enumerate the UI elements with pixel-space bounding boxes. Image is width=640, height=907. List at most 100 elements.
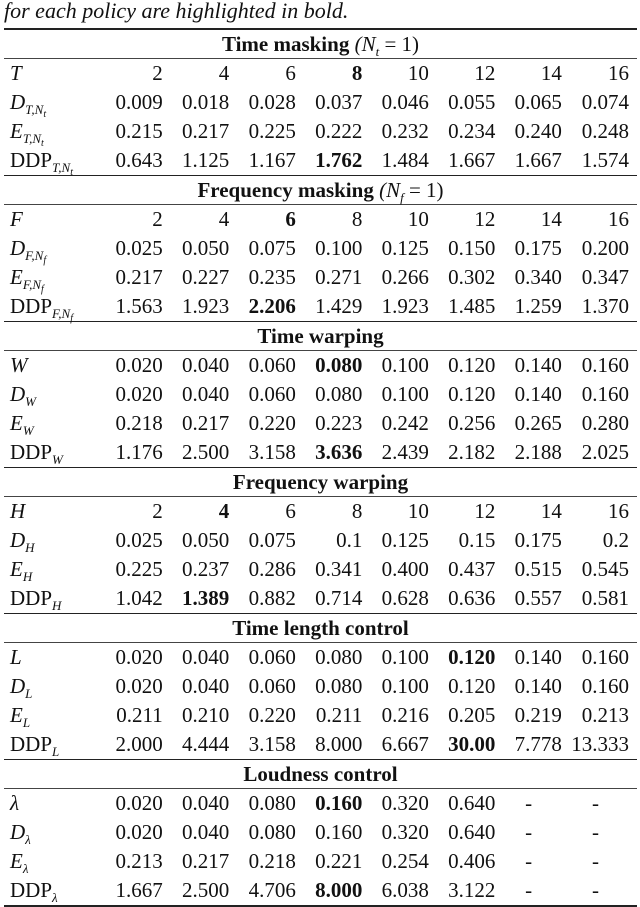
row-label-symbol: D bbox=[10, 674, 26, 698]
table-cell: 0.040 bbox=[182, 791, 230, 815]
table-cell: 0.040 bbox=[182, 820, 230, 844]
table-cell: 2.000 bbox=[115, 732, 163, 756]
row-label: DDPW bbox=[4, 438, 96, 468]
table-cell: 0.215 bbox=[115, 119, 163, 143]
table-cell: 10 bbox=[407, 499, 429, 523]
table-cell: 0.040 bbox=[182, 674, 230, 698]
table-cell: 0.205 bbox=[448, 703, 496, 727]
table-cell: 10 bbox=[407, 61, 429, 85]
table-cell: - bbox=[525, 820, 533, 844]
section-title: Time length control bbox=[4, 614, 637, 643]
table-cell: 10 bbox=[407, 207, 429, 231]
table-cell: 12 bbox=[474, 207, 496, 231]
row-label: H bbox=[4, 497, 96, 527]
table-cell: 0.280 bbox=[581, 411, 629, 435]
table-cell: 0.213 bbox=[115, 849, 163, 873]
table-cell: 0.271 bbox=[315, 265, 363, 289]
row-label-subscript: L bbox=[52, 744, 60, 759]
table-cell: 0.223 bbox=[315, 411, 363, 435]
table-cell: 0.220 bbox=[248, 411, 296, 435]
table-cell: 0.240 bbox=[514, 119, 562, 143]
table-cell: 0.020 bbox=[115, 674, 163, 698]
table-cell: 0.220 bbox=[248, 703, 296, 727]
table-cell: 0.211 bbox=[315, 703, 363, 727]
table-row: DT,Nt 0.009 0.018 0.028 0.037 0.046 0.055 0.065… bbox=[4, 88, 637, 120]
table-row: T 2 4 6 8 10 12 14 16 bbox=[4, 59, 637, 89]
table-cell: 1.923 bbox=[381, 294, 429, 318]
table-cell: 3.158 bbox=[248, 440, 296, 464]
row-label-symbol: D bbox=[10, 382, 26, 406]
table-cell: 3.158 bbox=[248, 732, 296, 756]
row-label: F bbox=[4, 205, 96, 235]
row-label: DL bbox=[4, 672, 96, 701]
table-cell: 0.882 bbox=[248, 586, 296, 610]
row-label: L bbox=[4, 643, 96, 673]
table-cell: 0.065 bbox=[514, 90, 562, 114]
table-cell: - bbox=[591, 849, 599, 873]
table-cell: 0.040 bbox=[182, 645, 230, 669]
table-row: DDPT,Nt 0.643 1.125 1.167 1.762 1.484 1.667 1.6… bbox=[4, 146, 637, 178]
table-cell: 0.200 bbox=[581, 236, 629, 260]
table-row: ET,Nt 0.215 0.217 0.225 0.222 0.232 0.234 0.240… bbox=[4, 117, 637, 149]
table-cell: 0.1 bbox=[336, 528, 363, 552]
table-cell: 0.055 bbox=[448, 90, 496, 114]
row-label-symbol: T bbox=[10, 61, 22, 85]
table-cell: 0.120 bbox=[448, 382, 496, 406]
table-row: EF,Nf 0.217 0.227 0.235 0.271 0.266 0.302 0.340… bbox=[4, 263, 637, 295]
table-row: EW 0.218 0.217 0.220 0.223 0.242 0.256 0.265 0.2… bbox=[4, 409, 637, 438]
table-cell: 0.175 bbox=[514, 528, 562, 552]
table-cell: 4 bbox=[218, 61, 230, 85]
table-cell: 1.042 bbox=[115, 586, 163, 610]
table-cell: 6.667 bbox=[381, 732, 429, 756]
table-cell: 1.389 bbox=[182, 586, 230, 610]
table-cell: 0.140 bbox=[514, 645, 562, 669]
table-cell: 0.160 bbox=[581, 645, 629, 669]
table-cell: 0.256 bbox=[448, 411, 496, 435]
row-label: λ bbox=[4, 789, 96, 819]
table-cell: 0.020 bbox=[115, 382, 163, 406]
table-cell: 0.020 bbox=[115, 645, 163, 669]
table-cell: 0.213 bbox=[581, 703, 629, 727]
row-label-symbol: H bbox=[10, 499, 26, 523]
table-cell: 0.234 bbox=[448, 119, 496, 143]
table-row: W 0.020 0.040 0.060 0.080 0.100 0.120 0.140 0.16… bbox=[4, 351, 637, 381]
table-cell: 0.100 bbox=[381, 674, 429, 698]
table-cell: 0.320 bbox=[381, 820, 429, 844]
row-label-symbol: E bbox=[10, 557, 23, 581]
table-row: F 2 4 6 8 10 12 14 16 bbox=[4, 205, 637, 235]
table-cell: 0.225 bbox=[115, 557, 163, 581]
table-cell: 1.259 bbox=[514, 294, 562, 318]
table-cell: 0.406 bbox=[448, 849, 496, 873]
table-cell: 0.643 bbox=[115, 148, 163, 172]
table-cell: 0.020 bbox=[115, 791, 163, 815]
row-label-subscript: W bbox=[25, 394, 37, 409]
section-title-text: Frequency masking bbox=[197, 178, 374, 202]
table-cell: 4 bbox=[218, 499, 230, 523]
table-cell: 0.020 bbox=[115, 820, 163, 844]
table-cell: 0.545 bbox=[581, 557, 629, 581]
table-cell: 6 bbox=[285, 207, 296, 231]
table-cell: 0.040 bbox=[182, 353, 230, 377]
section-title-text: Frequency warping bbox=[232, 470, 409, 494]
section-title: Frequency masking (Nf = 1) bbox=[4, 176, 637, 205]
table-row: DF,Nf 0.025 0.050 0.075 0.100 0.125 0.150 0.175… bbox=[4, 234, 637, 266]
row-label: EW bbox=[4, 409, 96, 438]
row-label: EF,Nf bbox=[4, 263, 96, 295]
table-caption: for each policy are highlighted in bold. bbox=[4, 0, 349, 23]
row-label-subscript: L bbox=[25, 686, 33, 701]
table-cell: 0.320 bbox=[381, 791, 429, 815]
section-param: (Nt = 1) bbox=[349, 32, 420, 59]
table-cell: 0.120 bbox=[448, 645, 496, 669]
row-label: DDPT,Nt bbox=[4, 146, 96, 178]
row-label-symbol: F bbox=[10, 207, 23, 231]
table-cell: 0.211 bbox=[116, 703, 163, 727]
table-cell: 0.020 bbox=[115, 353, 163, 377]
table-cell: - bbox=[525, 791, 533, 815]
table-cell: 0.025 bbox=[115, 528, 163, 552]
table-cell: 0.242 bbox=[381, 411, 429, 435]
table-cell: 0.636 bbox=[448, 586, 496, 610]
table-cell: 0.050 bbox=[182, 236, 230, 260]
section-title: Loudness control bbox=[4, 760, 637, 789]
table-cell: 0.221 bbox=[315, 849, 363, 873]
row-label: DDPλ bbox=[4, 876, 96, 906]
